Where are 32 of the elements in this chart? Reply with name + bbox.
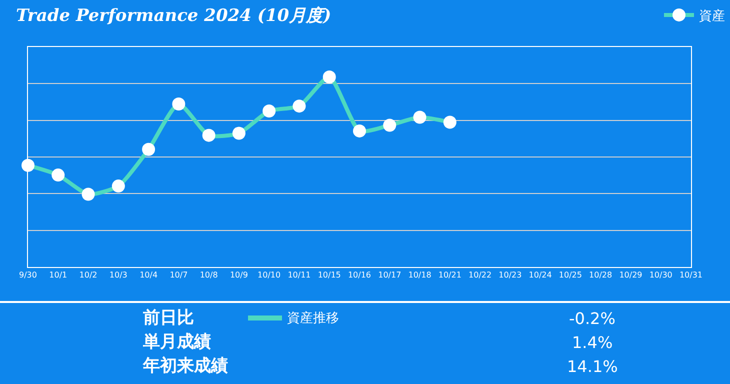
x-tick-label: 10/22 xyxy=(468,270,492,280)
x-tick-label: 10/23 xyxy=(498,270,522,280)
x-tick-label: 10/8 xyxy=(200,270,218,280)
x-tick-label: 10/30 xyxy=(649,270,672,280)
x-tick-label: 10/21 xyxy=(438,270,462,280)
x-tick-label: 10/15 xyxy=(318,270,341,280)
x-tick-label: 10/18 xyxy=(408,270,432,280)
text: 年初来成績 xyxy=(142,356,228,376)
text: 資産推移 xyxy=(287,310,339,326)
text: 単月成績 xyxy=(142,332,211,352)
text: 14.1% xyxy=(567,357,618,376)
chart-title: Trade Performance 2024 (10月度) xyxy=(16,6,332,26)
x-tick-label: 10/9 xyxy=(230,270,248,280)
x-tick-label: 10/29 xyxy=(619,270,642,280)
x-tick-label: 10/17 xyxy=(378,270,402,280)
x-tick-label: 10/28 xyxy=(589,270,612,280)
legend-label: 資産 xyxy=(699,8,725,24)
text: -0.2% xyxy=(569,309,616,328)
text: 前日比 xyxy=(142,308,194,328)
x-tick-label: 10/10 xyxy=(258,270,281,280)
x-tick-label: 10/31 xyxy=(679,270,703,280)
x-tick-label: 10/16 xyxy=(348,270,372,280)
text: 1.4% xyxy=(572,333,613,352)
x-tick-label: 10/7 xyxy=(170,270,188,280)
x-tick-label: 9/30 xyxy=(19,270,37,280)
x-tick-label: 10/4 xyxy=(140,270,158,280)
x-tick-label: 10/2 xyxy=(79,270,98,280)
x-tick-label: 10/25 xyxy=(558,270,582,280)
x-tick-label: 10/24 xyxy=(528,270,552,280)
x-tick-label: 10/11 xyxy=(288,270,311,280)
x-tick-label: 10/3 xyxy=(109,270,128,280)
x-tick-label: 10/1 xyxy=(49,270,68,280)
